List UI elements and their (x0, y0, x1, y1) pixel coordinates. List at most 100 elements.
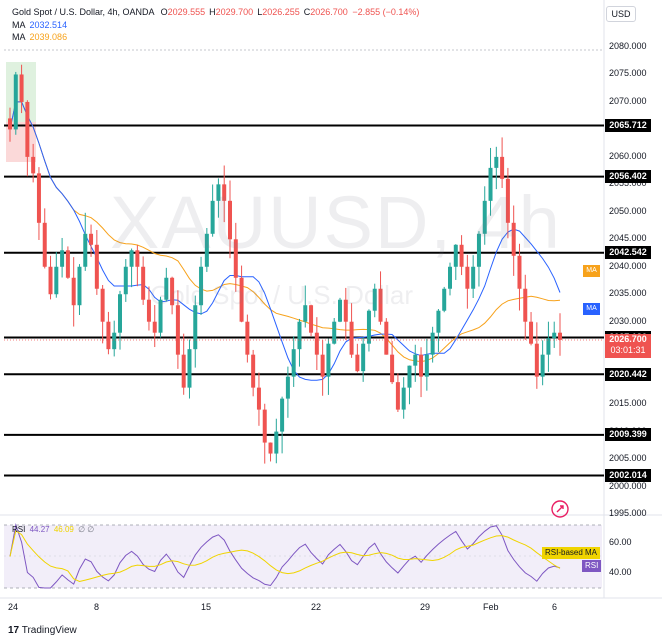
ma2-axis-tag: MA (583, 265, 600, 277)
candle (523, 288, 528, 322)
price-tick: 2070.000 (609, 95, 647, 106)
tradingview-icon: 17 (8, 625, 20, 636)
price-tick: 1995.000 (609, 508, 647, 518)
candle (529, 321, 534, 344)
tradingview-logo[interactable]: 17 TradingView (8, 625, 77, 636)
current-price-tag: 2026.700 03:01:31 (605, 334, 651, 358)
candle (112, 332, 117, 350)
price-tick: 2005.000 (609, 453, 647, 464)
candle (332, 321, 337, 344)
candle (500, 156, 505, 179)
candle (164, 277, 169, 300)
candle (291, 349, 296, 377)
candle (268, 442, 273, 454)
candle (558, 332, 562, 340)
rsi-ma-line[interactable] (9, 529, 561, 583)
candle (303, 305, 308, 322)
candle (187, 349, 192, 388)
date-tick: 6 (552, 602, 558, 612)
candle (256, 387, 261, 410)
candle (193, 305, 198, 350)
candle (42, 222, 47, 267)
candle (413, 354, 418, 366)
candle (407, 365, 412, 388)
candle (199, 266, 204, 306)
candle (48, 266, 53, 295)
candle (314, 332, 319, 355)
candle (13, 74, 18, 130)
ma2-legend[interactable]: MA 2039.086 (12, 32, 68, 42)
candle (216, 184, 221, 201)
candle (71, 277, 76, 306)
currency-button[interactable]: USD (606, 6, 636, 22)
candle (31, 156, 36, 174)
ohlc-key-H: H (209, 7, 216, 17)
candle (471, 266, 476, 289)
price-tick: 2075.000 (609, 68, 647, 79)
candle (546, 338, 551, 355)
candle (106, 321, 111, 350)
candle (118, 294, 122, 333)
candle (239, 277, 244, 322)
candle (141, 266, 146, 300)
symbol-line[interactable]: Gold Spot / U.S. Dollar, 4h, OANDA (12, 7, 155, 17)
date-tick: 22 (311, 602, 322, 612)
candle (274, 431, 279, 454)
candle (60, 250, 65, 267)
candle (222, 184, 227, 201)
candle (378, 288, 383, 322)
rsi-ma-tag: RSI-based MA (542, 547, 601, 559)
ohlc-values: O2029.555 H2029.700 L2026.255 C2026.700 (157, 7, 348, 17)
candle (280, 398, 285, 432)
ohlc-key-L: L (257, 7, 263, 17)
candle (494, 156, 499, 168)
candle (228, 200, 232, 240)
ma1-line[interactable] (9, 101, 561, 381)
ohlc-key-C: C (303, 7, 311, 17)
candle (488, 167, 493, 201)
candle (459, 244, 464, 267)
candle (355, 354, 360, 372)
ma1-legend[interactable]: MA 2032.514 (12, 20, 68, 30)
rsi-tick-40: 40.00 (609, 567, 632, 577)
rsi-tag: RSI (582, 560, 602, 572)
date-tick: 15 (201, 602, 212, 612)
candle (65, 250, 70, 278)
candle (100, 288, 105, 322)
candle (210, 200, 215, 234)
ma2-line[interactable] (9, 101, 561, 363)
date-tick: 29 (420, 602, 431, 612)
candle (245, 321, 250, 355)
candle (338, 299, 342, 322)
candle (384, 321, 389, 355)
candle (320, 354, 325, 377)
candle (534, 343, 539, 377)
candle (204, 233, 209, 267)
price-tick: 2040.000 (609, 260, 647, 271)
candle (361, 343, 366, 372)
price-tick: 2000.000 (609, 480, 647, 491)
ohlc-key-O: O (160, 7, 168, 17)
candle (19, 74, 24, 102)
candle (25, 101, 30, 157)
level-tag: 2002.014 (605, 468, 651, 482)
level-tag: 2042.542 (605, 246, 651, 260)
candle (170, 277, 175, 306)
date-tick: 8 (94, 602, 100, 612)
symbol-watermark: XAUUSD, 4h (110, 181, 562, 264)
ohlc-value-L: 2026.255 (262, 7, 300, 17)
candle (251, 354, 256, 388)
candle (158, 299, 163, 333)
candle (285, 376, 290, 399)
price-tick: 2060.000 (609, 150, 647, 161)
rsi-legend[interactable]: RSI 44.27 46.09 ∅ ∅ (12, 525, 95, 534)
price-tick: 2045.000 (609, 233, 647, 244)
level-tag: 2065.712 (605, 118, 651, 132)
price-tick: 2015.000 (609, 398, 647, 409)
candle (511, 222, 516, 256)
candle (430, 332, 435, 355)
alert-icon[interactable] (551, 500, 569, 518)
candle (442, 288, 447, 311)
candle (262, 409, 267, 443)
